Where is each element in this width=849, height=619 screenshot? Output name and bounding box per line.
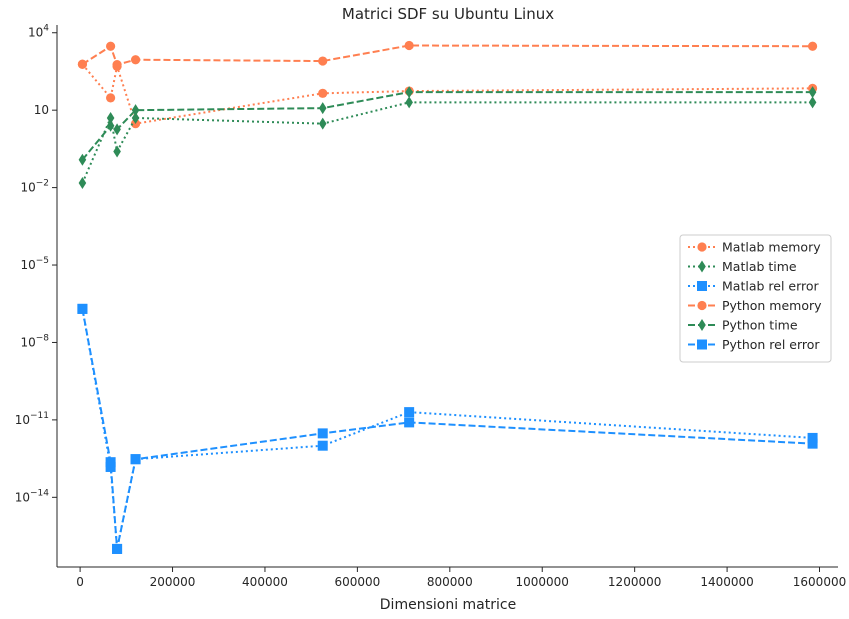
y-tick-label: 10−8 bbox=[20, 333, 49, 349]
point-matlab-rel-error bbox=[404, 407, 415, 418]
x-tick-label: 1400000 bbox=[700, 575, 753, 589]
point-python-memory bbox=[130, 55, 141, 65]
legend-item-matlab-time: Matlab time bbox=[688, 259, 797, 274]
series-line-matlab-time bbox=[81, 101, 813, 184]
series-matlab-memory bbox=[77, 59, 818, 129]
point-matlab-time bbox=[106, 111, 115, 124]
legend-item-python-memory: Python memory bbox=[688, 298, 822, 313]
series-layer bbox=[77, 40, 818, 554]
x-tick-label: 800000 bbox=[427, 575, 473, 589]
legend-item-matlab-memory: Matlab memory bbox=[688, 240, 821, 255]
series-python-rel-error bbox=[77, 303, 818, 554]
y-tick-base: 10 bbox=[20, 335, 35, 349]
point-python-rel-error bbox=[317, 428, 328, 439]
y-tick-exponent: −5 bbox=[36, 256, 49, 266]
point-python-time bbox=[405, 86, 413, 99]
point-python-rel-error bbox=[807, 438, 818, 449]
point-matlab-time bbox=[318, 117, 327, 130]
point-python-memory bbox=[807, 41, 818, 51]
y-tick-label: 10−11 bbox=[15, 411, 49, 427]
legend: Matlab memory Matlab time Matlab rel error… bbox=[679, 234, 832, 363]
point-matlab-time bbox=[405, 96, 413, 109]
x-axis-title: Dimensioni matrice bbox=[380, 597, 516, 613]
y-tick-label: 10−5 bbox=[20, 256, 49, 272]
legend-label: Python memory bbox=[722, 298, 822, 313]
y-tick-label: 10−2 bbox=[20, 179, 49, 195]
y-tick-base: 10 bbox=[20, 258, 35, 272]
y-tick-label: 10−14 bbox=[15, 488, 50, 504]
point-matlab-rel-error bbox=[317, 440, 328, 451]
legend-label: Matlab rel error bbox=[722, 279, 820, 294]
legend-label: Python time bbox=[722, 318, 798, 333]
series-python-memory bbox=[77, 40, 818, 70]
y-tick-exponent: −2 bbox=[36, 179, 49, 189]
legend-marker bbox=[697, 242, 707, 252]
y-tick-exponent: −14 bbox=[30, 488, 49, 498]
point-python-rel-error bbox=[112, 543, 123, 554]
x-tick-label: 400000 bbox=[242, 575, 288, 589]
point-matlab-time bbox=[808, 96, 817, 109]
point-matlab-rel-error bbox=[807, 432, 818, 443]
legend-marker bbox=[698, 319, 706, 331]
y-tick-exponent: −8 bbox=[36, 333, 50, 343]
legend-label: Python rel error bbox=[722, 337, 820, 352]
legend-marker bbox=[697, 300, 707, 311]
y-tick-exponent: −11 bbox=[30, 411, 49, 421]
point-matlab-time bbox=[131, 111, 140, 124]
point-python-rel-error bbox=[77, 303, 88, 314]
point-python-time bbox=[78, 153, 87, 166]
point-matlab-time bbox=[113, 145, 121, 158]
series-line-matlab-memory bbox=[81, 62, 813, 125]
y-tick-label: 104 bbox=[28, 24, 49, 40]
legend-marker bbox=[698, 260, 706, 273]
point-python-memory bbox=[77, 59, 88, 69]
point-python-time bbox=[318, 102, 327, 115]
point-python-rel-error bbox=[130, 454, 141, 465]
point-matlab-time bbox=[78, 177, 87, 190]
axes: 0 200000 400000 600000 800000 1000000 1200000 1… bbox=[15, 24, 847, 589]
point-python-memory bbox=[106, 41, 116, 51]
series-matlab-time bbox=[78, 96, 817, 190]
legend-item-python-time: Python time bbox=[688, 318, 798, 333]
y-tick-base: 10 bbox=[20, 181, 35, 195]
series-line-python-time bbox=[81, 91, 813, 161]
y-tick-base: 10 bbox=[28, 26, 43, 40]
point-python-memory bbox=[404, 40, 414, 51]
point-python-memory bbox=[318, 56, 328, 66]
legend-item-python-rel-error: Python rel error bbox=[688, 337, 820, 352]
x-tick-label: 0 bbox=[76, 575, 84, 589]
series-line-python-memory bbox=[81, 44, 813, 66]
x-tick-label: 600000 bbox=[334, 575, 380, 589]
x-tick-label: 1000000 bbox=[516, 575, 569, 589]
y-tick-base: 10 bbox=[34, 103, 49, 117]
point-python-time bbox=[808, 86, 817, 99]
point-matlab-memory bbox=[106, 93, 116, 103]
point-python-time bbox=[106, 119, 115, 132]
legend-item-matlab-rel-error: Matlab rel error bbox=[688, 279, 820, 294]
x-tick-label: 1200000 bbox=[608, 575, 661, 589]
point-python-time bbox=[113, 123, 121, 136]
legend-box bbox=[679, 234, 832, 363]
point-python-rel-error bbox=[404, 417, 415, 428]
legend-label: Matlab time bbox=[722, 259, 797, 274]
legend-label: Matlab memory bbox=[722, 240, 821, 255]
y-tick-exponent: 4 bbox=[43, 24, 49, 34]
y-tick-base: 10 bbox=[15, 413, 30, 427]
y-tick-label: 10 bbox=[34, 103, 49, 117]
point-python-time bbox=[131, 104, 140, 117]
chart-title: Matrici SDF su Ubuntu Linux bbox=[342, 5, 554, 23]
legend-marker bbox=[697, 339, 707, 350]
y-tick-base: 10 bbox=[15, 490, 30, 504]
point-python-rel-error bbox=[105, 457, 116, 468]
point-python-memory bbox=[112, 60, 122, 70]
x-tick-label: 200000 bbox=[150, 575, 196, 589]
x-tick-label: 1600000 bbox=[793, 575, 846, 589]
legend-marker bbox=[697, 281, 707, 291]
series-python-time bbox=[78, 86, 817, 166]
point-matlab-memory bbox=[318, 88, 328, 98]
